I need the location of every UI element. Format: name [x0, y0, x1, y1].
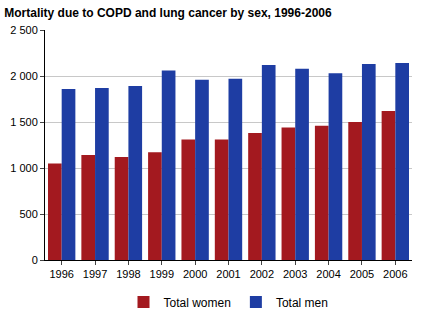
svg-text:Total men: Total men — [276, 296, 328, 310]
svg-text:2 500: 2 500 — [10, 24, 38, 36]
svg-text:2001: 2001 — [216, 268, 240, 280]
svg-text:2002: 2002 — [250, 268, 274, 280]
svg-text:2004: 2004 — [316, 268, 340, 280]
svg-text:500: 500 — [19, 208, 37, 220]
svg-text:2006: 2006 — [383, 268, 407, 280]
svg-text:Total women: Total women — [164, 296, 231, 310]
svg-text:2000: 2000 — [183, 268, 207, 280]
svg-text:1998: 1998 — [116, 268, 140, 280]
svg-text:1999: 1999 — [150, 268, 174, 280]
svg-text:Mortality due to COPD and lung: Mortality due to COPD and lung cancer by… — [4, 6, 332, 20]
svg-text:0: 0 — [32, 254, 38, 266]
svg-text:2005: 2005 — [350, 268, 374, 280]
svg-text:1 000: 1 000 — [10, 162, 38, 174]
svg-text:1997: 1997 — [83, 268, 107, 280]
svg-text:1996: 1996 — [49, 268, 73, 280]
svg-text:2003: 2003 — [283, 268, 307, 280]
svg-text:1 500: 1 500 — [10, 116, 38, 128]
svg-text:2 000: 2 000 — [10, 70, 38, 82]
